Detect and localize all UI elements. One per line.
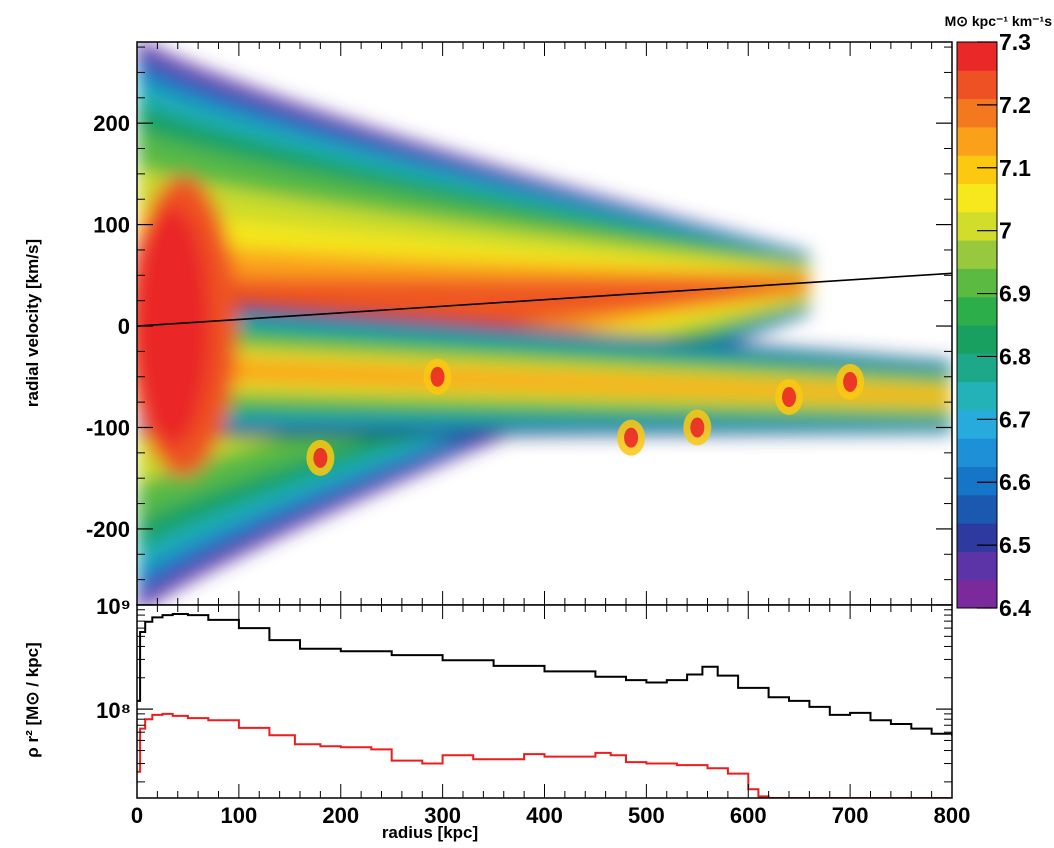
profile-x-tick-label-100: 100 — [221, 803, 258, 828]
colorbar-swatch-4 — [957, 466, 997, 496]
profile-x-ticks: 0 100 200 300 400 500 600 700 800 — [131, 605, 970, 828]
colorbar-tick-label-6.5: 6.5 — [999, 532, 1031, 558]
heatmap-y-tick-label-200: 200 — [93, 111, 130, 136]
colorbar-swatch-12 — [957, 240, 997, 269]
heatmap-overlay-line — [137, 272, 952, 327]
colorbar-tick-label-6.4: 6.4 — [999, 595, 1031, 621]
heatmap-y-ticks: -200 -100 0 100 200 — [86, 46, 952, 581]
profile-x-tick-label-800: 800 — [934, 803, 971, 828]
colorbar-ticks: 6.4 6.5 6.6 6.7 6.8 6.9 7 7.1 7.2 7.3 — [977, 29, 1031, 621]
colorbar-swatch-1 — [957, 551, 997, 581]
colorbar-swatch-0 — [957, 579, 997, 609]
profile-x-tick-label-700: 700 — [832, 803, 869, 828]
profile-y-ticks: 10⁸ 10⁹ — [96, 594, 952, 783]
profile-series-red — [137, 712, 952, 798]
colorbar-swatch-9 — [957, 325, 997, 354]
colorbar-tick-label-7.3: 7.3 — [999, 29, 1031, 55]
colorbar-tick-label-7.1: 7.1 — [999, 155, 1031, 181]
heat-band-lower-8 — [137, 353, 952, 404]
colorbar-swatch-15 — [957, 155, 997, 184]
heatmap-y-tick-label--100: -100 — [86, 415, 130, 440]
colorbar-swatch-13 — [957, 211, 997, 241]
heat-hotspot-4 — [430, 366, 445, 387]
colorbar-tick-label-6.7: 6.7 — [999, 406, 1031, 432]
profile-x-tick-label-600: 600 — [730, 803, 767, 828]
colorbar-tick-label-6.6: 6.6 — [999, 469, 1031, 495]
heatmap-y-tick-label-100: 100 — [93, 213, 130, 238]
colorbar-title: M⊙ kpc⁻¹ km⁻¹s — [945, 13, 1053, 29]
heatmap-y-axis-title: radial velocity [km/s] — [23, 239, 42, 407]
heatmap-x-ticks — [136, 42, 953, 605]
heat-hotspot-5 — [313, 447, 328, 468]
profile-y-tick-label-0: 10⁸ — [96, 698, 131, 723]
colorbar-swatch-17 — [957, 98, 997, 128]
heat-hotspot-3 — [843, 371, 858, 392]
colorbar-swatch-19 — [957, 42, 997, 71]
colorbar-swatch-3 — [957, 494, 997, 524]
heat-core-inner — [137, 206, 211, 446]
profile-x-tick-label-0: 0 — [131, 803, 143, 828]
heat-hotspot-0 — [690, 417, 705, 438]
colorbar-swatches — [957, 42, 997, 609]
colorbar-swatch-11 — [957, 268, 997, 298]
profile-x-tick-label-200: 200 — [322, 803, 359, 828]
profile-x-tick-label-500: 500 — [628, 803, 665, 828]
profile-y-tick-label-1: 10⁹ — [96, 594, 131, 619]
profile-frame-bg — [137, 605, 952, 798]
colorbar-swatch-7 — [957, 381, 997, 411]
heat-hotspot-2 — [782, 387, 796, 408]
profile-series-black — [137, 613, 952, 737]
colorbar-tick-label-7: 7 — [999, 218, 1012, 244]
colorbar-tick-label-7.2: 7.2 — [999, 92, 1031, 118]
colorbar-swatch-16 — [957, 126, 997, 156]
colorbar-swatch-14 — [957, 183, 997, 213]
heat-hotspot-1 — [624, 427, 639, 448]
profile-x-axis-title: radius [kpc] — [382, 823, 478, 842]
colorbar-swatch-8 — [957, 353, 997, 383]
colorbar-swatch-2 — [957, 523, 997, 552]
profile-x-tick-label-400: 400 — [526, 803, 563, 828]
colorbar-tick-label-6.8: 6.8 — [999, 343, 1031, 369]
colorbar-swatch-5 — [957, 438, 997, 467]
profile-panel: 10⁸ 10⁹ 0 100 200 300 400 500 600 700 800 ρ r² [M… — [23, 594, 970, 842]
colorbar-swatch-10 — [957, 296, 997, 326]
colorbar: 6.4 6.5 6.6 6.7 6.8 6.9 7 7.1 7.2 7.3 M⊙ kpc⁻¹ km… — [945, 13, 1053, 621]
heatmap-y-tick-label--200: -200 — [86, 517, 130, 542]
heatmap-panel: -200 -100 0 100 200 radial velocity [km/s] — [23, 41, 953, 606]
heatmap-y-tick-label-0: 0 — [118, 314, 130, 339]
profile-y-axis-title: ρ r² [M⊙ / kpc] — [23, 642, 42, 757]
colorbar-swatch-18 — [957, 70, 997, 100]
profile-x-tick-label-300: 300 — [424, 803, 461, 828]
colorbar-tick-label-6.9: 6.9 — [999, 281, 1031, 307]
colorbar-swatch-6 — [957, 409, 997, 439]
heatmap-bands — [137, 42, 952, 605]
heatmap-hotspots — [306, 358, 865, 476]
